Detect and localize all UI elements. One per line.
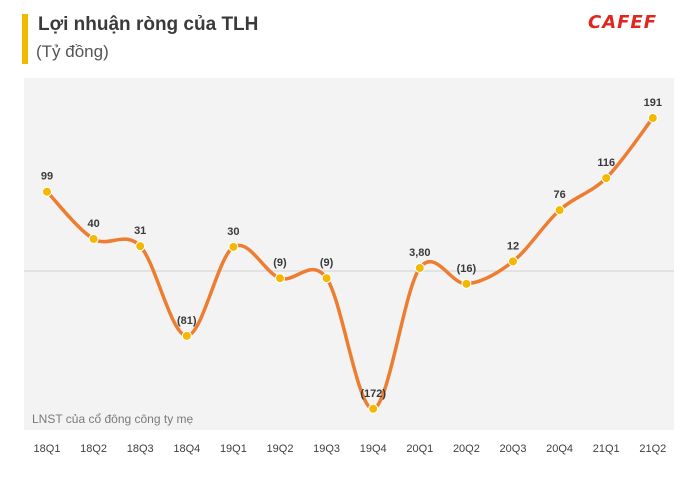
x-tick-19Q2: 19Q2 [267, 443, 294, 455]
data-label-18Q1: 99 [41, 171, 53, 183]
series-line [45, 116, 655, 411]
data-point-20Q2 [461, 278, 472, 289]
data-label-19Q4: (172) [360, 388, 386, 400]
chart-note: LNST của cổ đông công ty mẹ [32, 412, 194, 426]
x-tick-18Q2: 18Q2 [80, 443, 107, 455]
x-tick-21Q2: 21Q2 [639, 443, 666, 455]
data-label-20Q2: (16) [457, 263, 477, 275]
x-tick-20Q3: 20Q3 [500, 443, 527, 455]
plot-area [24, 78, 674, 430]
x-tick-21Q1: 21Q1 [593, 443, 620, 455]
data-point-21Q2 [647, 113, 658, 123]
data-point-19Q2 [275, 273, 285, 284]
cafef-logo: CAFEF [588, 12, 658, 33]
data-label-18Q4: (81) [177, 315, 197, 327]
title-accent-bar [22, 14, 28, 64]
x-tick-18Q4: 18Q4 [173, 443, 200, 455]
x-tick-18Q3: 18Q3 [127, 443, 154, 455]
data-point-19Q3 [321, 273, 332, 284]
x-tick-19Q1: 19Q1 [220, 443, 247, 455]
data-point-21Q1 [601, 173, 612, 184]
data-label-20Q3: 12 [507, 240, 519, 252]
x-tick-18Q1: 18Q1 [34, 443, 61, 455]
data-label-20Q4: 76 [553, 189, 565, 201]
data-point-18Q2 [88, 233, 99, 244]
data-point-18Q3 [135, 241, 146, 252]
data-point-20Q3 [508, 256, 518, 267]
data-point-20Q1 [414, 262, 425, 273]
data-label-18Q3: 31 [134, 225, 146, 237]
chart-title: Lợi nhuận ròng của TLH [38, 14, 259, 35]
data-label-21Q2: 191 [644, 97, 662, 109]
x-tick-19Q3: 19Q3 [313, 443, 340, 455]
data-label-18Q2: 40 [87, 218, 99, 230]
data-label-20Q1: 3,80 [409, 247, 430, 259]
x-tick-20Q4: 20Q4 [546, 443, 573, 455]
data-label-19Q3: (9) [320, 257, 334, 269]
data-label-19Q2: (9) [273, 257, 287, 269]
x-tick-20Q1: 20Q1 [406, 443, 433, 455]
data-point-19Q1 [228, 241, 239, 252]
data-point-18Q4 [181, 330, 192, 341]
data-point-20Q4 [554, 205, 565, 216]
x-tick-20Q2: 20Q2 [453, 443, 480, 455]
data-point-18Q1 [42, 186, 52, 197]
data-label-19Q1: 30 [227, 226, 239, 238]
chart-unit: (Tỷ đồng) [36, 42, 109, 61]
data-label-21Q1: 116 [597, 157, 615, 169]
data-point-19Q4 [368, 403, 379, 414]
x-tick-19Q4: 19Q4 [360, 443, 387, 455]
